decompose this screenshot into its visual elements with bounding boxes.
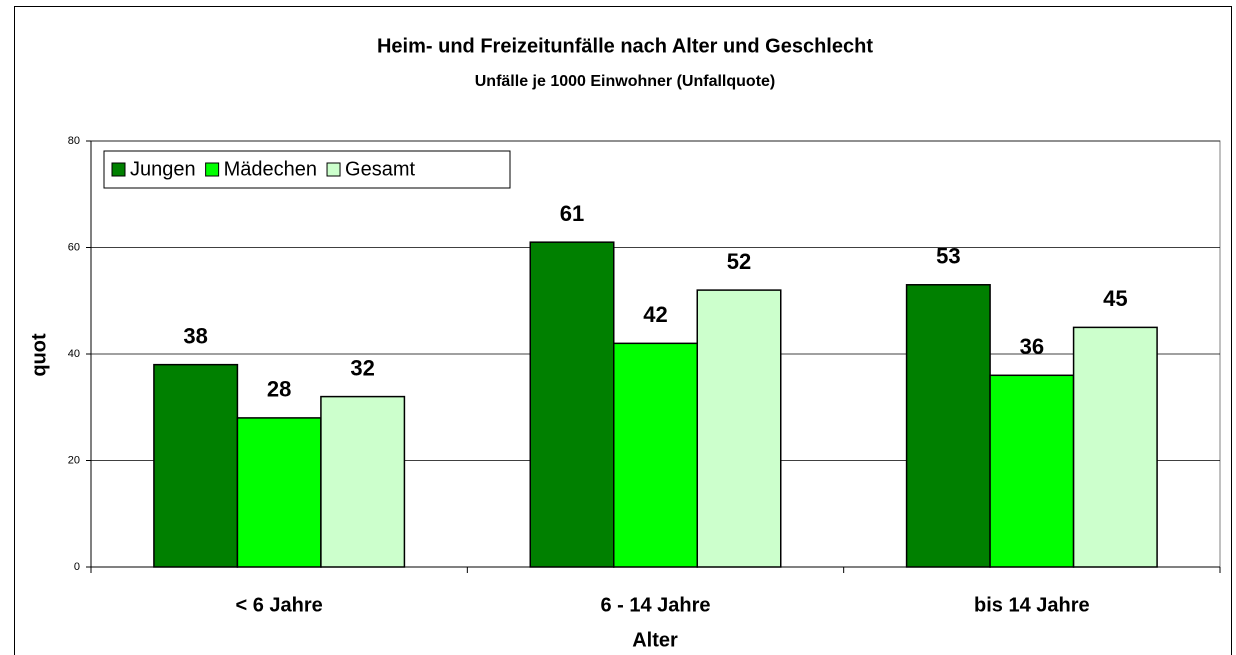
- bar: [989, 374, 1075, 568]
- chart-subtitle: Unfälle je 1000 Einwohner (Unfallquote): [475, 73, 776, 90]
- bar: [236, 417, 322, 568]
- bar: [320, 395, 406, 568]
- y-tick-label: 40: [68, 348, 80, 360]
- data-label: 28: [267, 377, 291, 402]
- data-label: 42: [643, 302, 667, 327]
- chart-title: Heim- und Freizeitunfälle nach Alter und…: [377, 35, 873, 57]
- x-tick-label: bis 14 Jahre: [974, 594, 1090, 616]
- legend-swatch: [326, 162, 341, 177]
- data-label: 61: [560, 201, 584, 226]
- bar: [1072, 326, 1158, 568]
- legend-label: Jungen: [130, 158, 196, 180]
- legend-box: [103, 150, 511, 189]
- y-axis-label: quot: [28, 333, 50, 377]
- x-tick-label: < 6 Jahre: [236, 594, 323, 616]
- legend-swatch: [205, 162, 220, 177]
- x-tick-label: 6 - 14 Jahre: [600, 594, 710, 616]
- data-label: 32: [350, 355, 374, 380]
- bar: [153, 363, 239, 568]
- bar: [905, 284, 991, 568]
- x-axis-label: Alter: [632, 629, 678, 651]
- data-label: 38: [183, 323, 207, 348]
- y-tick-label: 0: [74, 561, 80, 573]
- bar: [529, 241, 615, 568]
- legend-label: Gesamt: [345, 158, 415, 180]
- legend-label: Mädechen: [224, 158, 317, 180]
- bar: [613, 342, 698, 568]
- data-label: 52: [727, 249, 751, 274]
- y-tick-label: 60: [68, 241, 80, 253]
- data-label: 36: [1020, 334, 1044, 359]
- y-tick-label: 20: [68, 454, 80, 466]
- data-label: 53: [936, 244, 960, 269]
- data-label: 45: [1103, 286, 1127, 311]
- bar: [696, 289, 782, 568]
- legend-swatch: [111, 162, 126, 177]
- y-tick-label: 80: [68, 135, 80, 147]
